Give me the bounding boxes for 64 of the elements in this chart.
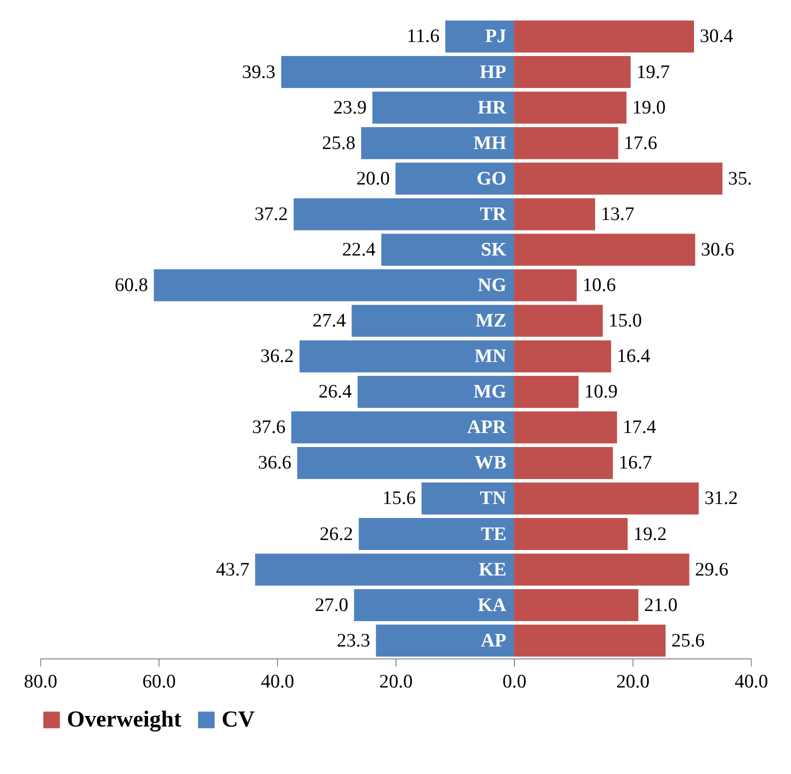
data-label: 22.4 (342, 239, 376, 260)
y-tick-label: KA (478, 594, 507, 616)
data-label: 39.3 (242, 62, 276, 83)
x-tick-label: 40.0 (260, 672, 294, 693)
data-label: 30.4 (700, 26, 734, 48)
y-tick-label: HR (478, 97, 507, 118)
x-tick-label: 60.0 (142, 672, 176, 693)
data-label: 31.2 (704, 488, 738, 510)
y-tick-label: WB (474, 452, 507, 474)
data-label: 35. (728, 168, 752, 190)
data-label: 36.6 (258, 452, 292, 474)
y-tick-label: MN (474, 346, 507, 368)
y-tick-label: MH (473, 132, 506, 154)
data-label: 17.4 (622, 417, 657, 438)
data-label: 37.2 (254, 204, 288, 225)
y-tick-label: MZ (476, 310, 506, 332)
y-tick-label: TE (480, 524, 506, 545)
data-label: 23.3 (336, 630, 370, 652)
data-label: 10.9 (584, 382, 618, 403)
data-label: 60.8 (114, 275, 148, 296)
y-tick-label: APR (467, 417, 507, 438)
y-tick-label: TN (480, 488, 507, 510)
legend-label: Overweight (66, 706, 182, 733)
data-label: 17.6 (624, 132, 658, 154)
x-tick-label: 40.0 (734, 672, 768, 693)
data-label: 27.4 (312, 310, 346, 332)
data-label: 13.7 (600, 204, 634, 225)
x-tick-label: 20.0 (379, 672, 413, 693)
data-label: 23.9 (333, 97, 367, 118)
data-label: 37.6 (252, 417, 286, 438)
data-label: 26.4 (318, 382, 352, 403)
y-tick-label: MG (473, 382, 506, 403)
y-tick-label: PJ (485, 26, 507, 48)
data-label: 25.6 (671, 630, 705, 652)
data-label: 16.7 (618, 452, 652, 474)
y-tick-label: AP (480, 630, 507, 652)
y-tick-label: GO (476, 168, 506, 190)
bar (514, 269, 577, 302)
y-tick-label: NG (478, 275, 506, 296)
y-tick-label: HP (480, 62, 507, 83)
data-label: 25.8 (322, 132, 356, 154)
x-tick-label: 0.0 (502, 672, 526, 693)
data-label: 16.4 (616, 346, 651, 368)
data-label: 10.6 (582, 275, 616, 296)
data-label: 30.6 (700, 239, 734, 260)
data-label: 20.0 (356, 168, 390, 190)
y-tick-label: SK (480, 239, 506, 260)
data-label: 21.0 (644, 594, 678, 616)
data-label: 15.0 (608, 310, 642, 332)
data-label: 27.0 (314, 594, 348, 616)
data-label: 29.6 (695, 559, 728, 580)
legend-label: CV (222, 706, 256, 732)
data-label: 11.6 (406, 26, 440, 48)
data-label: 19.7 (636, 62, 670, 83)
data-label: 15.6 (382, 488, 416, 510)
data-label: 26.2 (320, 524, 354, 545)
y-tick-label: TR (480, 204, 507, 225)
data-label: 19.2 (633, 524, 667, 545)
x-tick-label: 20.0 (616, 672, 650, 693)
data-label: 19.0 (632, 97, 666, 118)
data-label: 36.2 (260, 346, 294, 368)
y-tick-label: KE (478, 559, 506, 580)
data-label: 43.7 (216, 559, 250, 580)
x-tick-label: 80.0 (24, 672, 58, 693)
